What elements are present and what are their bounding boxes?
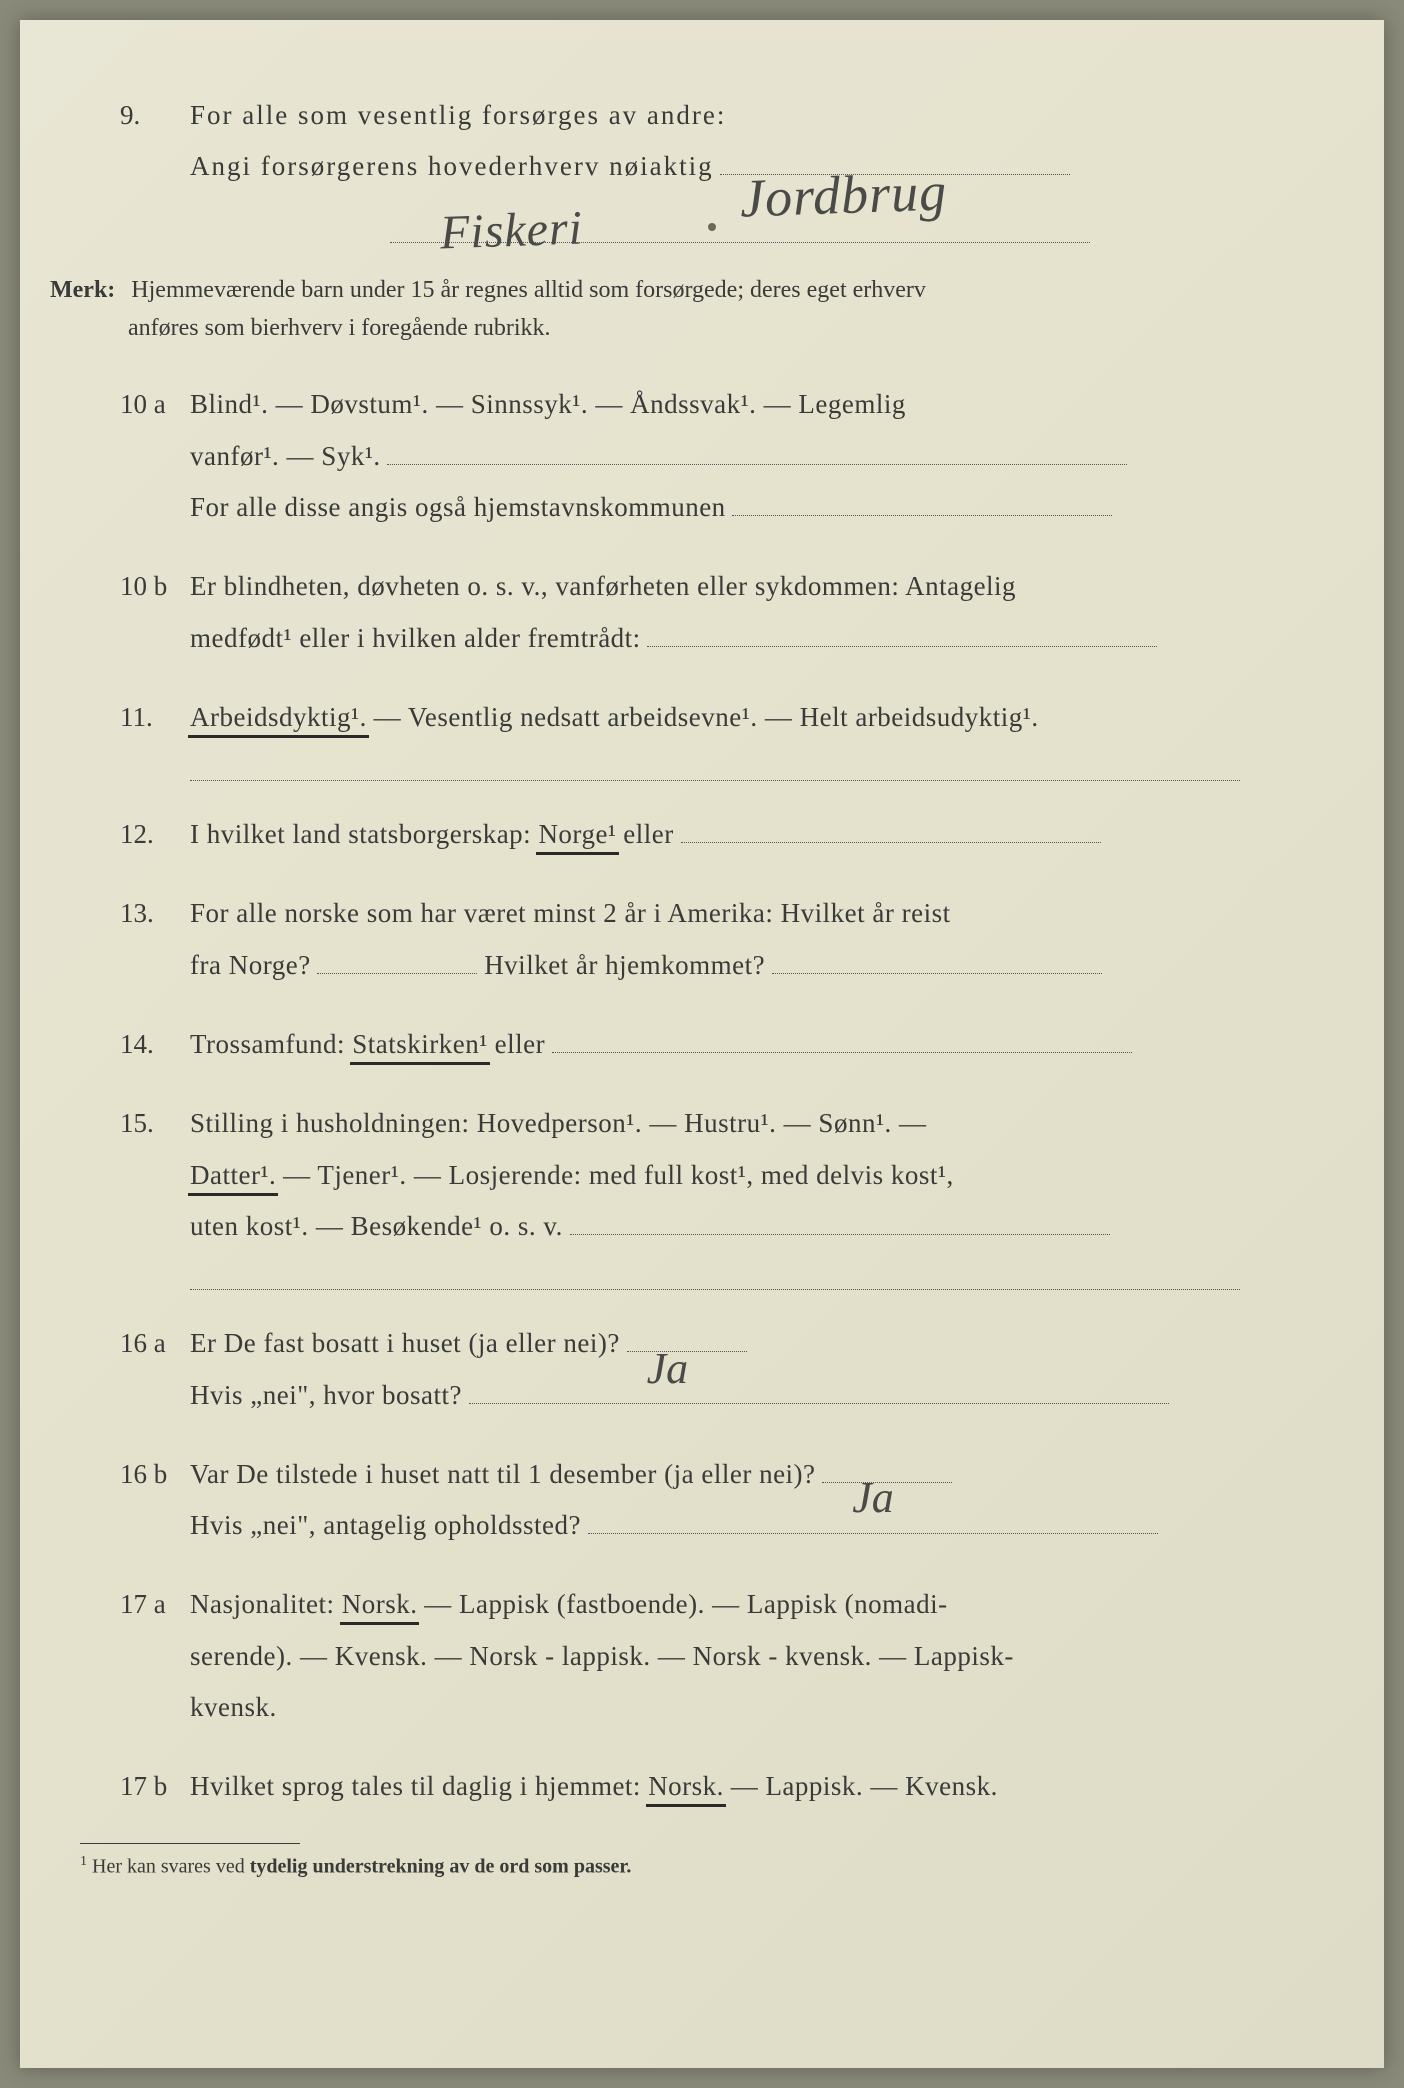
footnote-rule bbox=[80, 1843, 300, 1844]
q16a-number: 16 a bbox=[120, 1318, 166, 1369]
q10b-number: 10 b bbox=[120, 561, 167, 612]
q11-number: 11. bbox=[120, 692, 153, 743]
question-13: 13. For alle norske som har været minst … bbox=[190, 888, 1294, 991]
q13-number: 13. bbox=[120, 888, 154, 939]
footnote: 1 Her kan svares ved tydelig understrekn… bbox=[80, 1854, 1294, 1879]
q17b-norsk: Norsk. bbox=[648, 1771, 724, 1801]
q9-number: 9. bbox=[120, 90, 140, 141]
q10a-options2: vanfør¹. — Syk¹. bbox=[190, 441, 381, 471]
q16a-text1: Er De fast bosatt i huset (ja eller nei)… bbox=[190, 1328, 620, 1358]
merk-text2: anføres som bierhverv i foregående rubri… bbox=[128, 315, 551, 341]
question-17a: 17 a Nasjonalitet: Norsk. — Lappisk (fas… bbox=[190, 1579, 1294, 1733]
q13-text2b: Hvilket år hjemkommet? bbox=[484, 950, 765, 980]
q17a-number: 17 a bbox=[120, 1579, 166, 1630]
q15-fill-line bbox=[190, 1260, 1240, 1290]
question-9: 9. For alle som vesentlig forsørges av a… bbox=[190, 90, 1294, 243]
question-14: 14. Trossamfund: Statskirken¹ eller bbox=[190, 1019, 1294, 1070]
footnote-sup: 1 bbox=[80, 1854, 87, 1869]
q17a-text3: serende). — Kvensk. — Norsk - lappisk. —… bbox=[190, 1641, 1014, 1671]
q14-text2: eller bbox=[495, 1029, 545, 1059]
q15-text2: — Tjener¹. — Losjerende: med full kost¹,… bbox=[283, 1160, 954, 1190]
q12-number: 12. bbox=[120, 809, 154, 860]
dot-mark bbox=[708, 223, 716, 231]
footnote-bold: tydelig understrekning av de ord som pas… bbox=[250, 1855, 632, 1877]
q15-text1: Stilling i husholdningen: Hovedperson¹. … bbox=[190, 1108, 927, 1138]
q12-norge: Norge¹ bbox=[538, 819, 616, 849]
census-form-page: 9. For alle som vesentlig forsørges av a… bbox=[20, 20, 1384, 2068]
q17a-text2: — Lappisk (fastboende). — Lappisk (nomad… bbox=[424, 1589, 947, 1619]
q16b-handwritten: Ja bbox=[852, 1456, 894, 1540]
merk-text1: Hjemmeværende barn under 15 år regnes al… bbox=[131, 277, 926, 303]
question-11: 11. Arbeidsdyktig¹. — Vesentlig nedsatt … bbox=[190, 692, 1294, 781]
question-16a: 16 a Er De fast bosatt i huset (ja eller… bbox=[190, 1318, 1294, 1421]
q13-text2a: fra Norge? bbox=[190, 950, 311, 980]
q10a-number: 10 a bbox=[120, 379, 166, 430]
q16a-handwritten: Ja bbox=[647, 1327, 689, 1411]
q15-number: 15. bbox=[120, 1098, 154, 1149]
q14-statskirken: Statskirken¹ bbox=[352, 1029, 488, 1059]
q13-text1: For alle norske som har været minst 2 år… bbox=[190, 898, 951, 928]
q12-text2: eller bbox=[623, 819, 673, 849]
q11-opt1: Arbeidsdyktig¹. bbox=[190, 702, 367, 732]
q16b-text2: Hvis „nei", antagelig opholdssted? bbox=[190, 1510, 581, 1540]
q17a-norsk: Norsk. bbox=[342, 1589, 418, 1619]
merk-label: Merk: bbox=[50, 277, 115, 303]
q15-datter: Datter¹. bbox=[190, 1160, 276, 1190]
q9-line2: Angi forsørgerens hovederhverv nøiaktig bbox=[190, 151, 714, 181]
q10a-options: Blind¹. — Døvstum¹. — Sinnssyk¹. — Åndss… bbox=[190, 389, 906, 419]
question-10b: 10 b Er blindheten, døvheten o. s. v., v… bbox=[190, 561, 1294, 664]
merk-note: Merk: Hjemmeværende barn under 15 år reg… bbox=[50, 271, 1294, 348]
q17a-text4: kvensk. bbox=[190, 1692, 277, 1722]
q17a-text1: Nasjonalitet: bbox=[190, 1589, 342, 1619]
q14-text1: Trossamfund: bbox=[190, 1029, 352, 1059]
q17b-number: 17 b bbox=[120, 1761, 167, 1812]
q11-text: — Vesentlig nedsatt arbeidsevne¹. — Helt… bbox=[374, 702, 1039, 732]
q10b-text1: Er blindheten, døvheten o. s. v., vanfør… bbox=[190, 571, 1016, 601]
q16b-text1: Var De tilstede i huset natt til 1 desem… bbox=[190, 1459, 816, 1489]
question-15: 15. Stilling i husholdningen: Hovedperso… bbox=[190, 1098, 1294, 1290]
q17b-text2: — Lappisk. — Kvensk. bbox=[731, 1771, 998, 1801]
footnote-text: Her kan svares ved bbox=[92, 1855, 250, 1877]
q15-text3: uten kost¹. — Besøkende¹ o. s. v. bbox=[190, 1211, 563, 1241]
q14-number: 14. bbox=[120, 1019, 154, 1070]
q10b-text2: medfødt¹ eller i hvilken alder fremtrådt… bbox=[190, 623, 641, 653]
q16b-number: 16 b bbox=[120, 1449, 167, 1500]
question-16b: 16 b Var De tilstede i huset natt til 1 … bbox=[190, 1449, 1294, 1552]
q16a-text2: Hvis „nei", hvor bosatt? bbox=[190, 1380, 462, 1410]
question-17b: 17 b Hvilket sprog tales til daglig i hj… bbox=[190, 1761, 1294, 1812]
q12-text1: I hvilket land statsborgerskap: bbox=[190, 819, 538, 849]
q17b-text1: Hvilket sprog tales til daglig i hjemmet… bbox=[190, 1771, 648, 1801]
q10a-line3: For alle disse angis også hjemstavnskomm… bbox=[190, 492, 726, 522]
q9-line1: For alle som vesentlig forsørges av andr… bbox=[190, 100, 726, 130]
q11-fill-line bbox=[190, 751, 1240, 781]
question-10a: 10 a Blind¹. — Døvstum¹. — Sinnssyk¹. — … bbox=[190, 379, 1294, 533]
question-12: 12. I hvilket land statsborgerskap: Norg… bbox=[190, 809, 1294, 860]
q9-handwritten-2: Fiskeri bbox=[438, 182, 584, 278]
